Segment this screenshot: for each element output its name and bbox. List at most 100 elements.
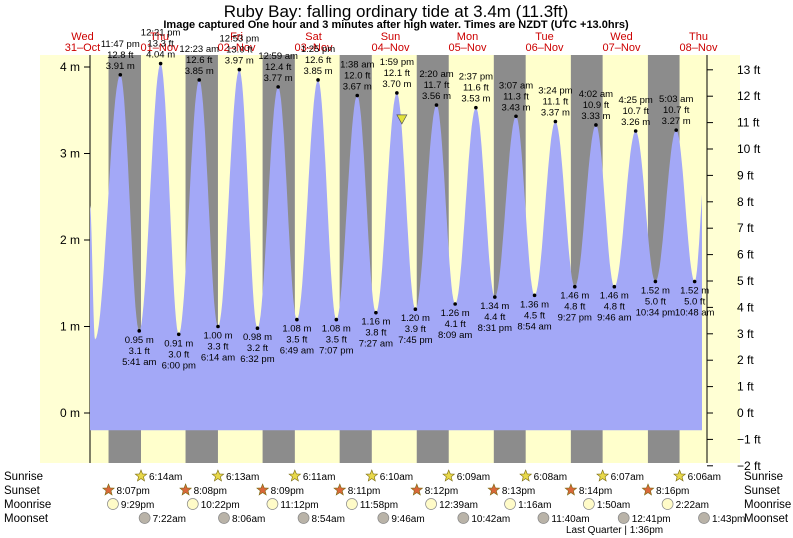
sunrise-time: 6:11am [303, 472, 336, 483]
sunset-icon [256, 483, 270, 496]
tide-ft: 4.5 ft [524, 310, 545, 321]
sunrise-time: 6:14am [149, 472, 182, 483]
tide-ft: 11.1 ft [543, 96, 569, 107]
tide-point [594, 123, 598, 127]
right-tick-label: −2 ft [737, 459, 761, 473]
tide-time: 12:23 am [179, 44, 219, 55]
tide-m: 3.33 m [581, 111, 610, 122]
tide-ft: 3.3 ft [207, 342, 228, 353]
tide-point [118, 72, 123, 77]
sunrise-label-left: Sunrise [4, 471, 43, 483]
tide-m: 1.08 m [322, 324, 351, 335]
chart-title: Ruby Bay: falling ordinary tide at 3.4m … [224, 2, 569, 21]
tide-point [176, 332, 181, 337]
tide-time: 6:32 pm [240, 354, 274, 365]
tide-time: 2:37 pm [459, 72, 493, 83]
tide-time: 7:45 pm [398, 335, 432, 346]
tide-ft: 11.3 ft [503, 91, 529, 102]
tide-time: 6:00 pm [162, 360, 196, 371]
tide-point [453, 302, 457, 306]
right-tick-label: 0 ft [737, 406, 754, 420]
tide-m: 3.77 m [264, 73, 293, 84]
tide-ft: 10.9 ft [583, 100, 610, 111]
tide-point [237, 67, 242, 72]
tide-ft: 10.7 ft [663, 105, 690, 116]
left-tick-label: 4 m [60, 60, 80, 74]
sunrise-icon [519, 469, 533, 482]
moonrise-icon [266, 498, 279, 510]
moonrise-time: 12:39am [439, 500, 478, 511]
tide-time: 5:41 am [122, 357, 156, 368]
moonset-time: 1:43pm [712, 514, 745, 525]
left-tick-label: 2 m [60, 233, 80, 247]
tide-m: 3.56 m [422, 91, 451, 102]
tide-time: 9:46 am [597, 313, 631, 324]
tide-m: 1.16 m [361, 317, 390, 328]
tide-m: 1.34 m [480, 301, 509, 312]
tide-ft: 3.5 ft [286, 335, 307, 346]
day-date: 31–Oct [65, 42, 100, 54]
tide-m: 3.37 m [541, 107, 570, 118]
tide-ft: 3.5 ft [326, 335, 347, 346]
moonrise-label-right: Moonrise [744, 499, 791, 511]
tide-point [316, 78, 320, 82]
right-tick-label: 7 ft [737, 221, 754, 235]
tide-ft: 13.0 ft [226, 45, 253, 56]
sunrise-time: 6:06am [688, 472, 721, 483]
moonset-time: 8:54am [312, 514, 345, 525]
day-name: Sat [305, 31, 322, 43]
water-area [90, 63, 702, 431]
day-labels: Wed31–OctThu01–NovFri02–NovSat03–NovSun0… [65, 31, 718, 54]
moonset-icon [698, 512, 710, 524]
tide-m: 3.27 m [662, 116, 691, 127]
sunset-time: 8:12pm [425, 486, 458, 497]
sunset-icon [410, 483, 424, 496]
tide-ft: 12.1 ft [384, 68, 411, 79]
tide-point [276, 85, 280, 89]
sunrise-icon [211, 469, 225, 482]
tide-point [514, 114, 518, 119]
tide-m: 3.26 m [621, 117, 650, 128]
tide-ft: 12.6 ft [305, 55, 332, 66]
tide-ft: 5.0 ft [645, 297, 666, 308]
tide-time: 3:24 pm [538, 85, 572, 96]
tide-m: 0.98 m [243, 332, 272, 343]
right-tick-label: −1 ft [737, 432, 761, 446]
tide-ft: 4.8 ft [604, 302, 625, 313]
moonset-time: 10:42am [471, 514, 510, 525]
right-tick-label: 3 ft [737, 327, 754, 341]
sunset-time: 8:13pm [502, 486, 535, 497]
tide-time: 12:53 pm [220, 34, 260, 45]
moonrise-time: 10:22pm [201, 500, 240, 511]
moonset-icon [617, 512, 630, 524]
right-axis-bg [707, 55, 740, 463]
tide-time: 8:54 am [517, 321, 551, 332]
tide-point [295, 317, 299, 322]
right-tick-label: 13 ft [737, 63, 761, 77]
sunset-label-left: Sunset [4, 485, 41, 497]
moonset-icon [457, 512, 470, 524]
sunset-time: 8:11pm [348, 486, 381, 497]
moonrise-icon [583, 498, 595, 510]
tide-time: 3:07 am [499, 80, 533, 91]
sunrise-icon [288, 469, 302, 482]
tide-m: 1.46 m [560, 291, 589, 302]
sunrise-time: 6:08am [534, 472, 567, 483]
day-date: 06–Nov [526, 42, 564, 54]
right-tick-label: 9 ft [737, 168, 754, 182]
sunrise-icon [596, 469, 610, 482]
tide-ft: 3.8 ft [365, 328, 386, 339]
tide-point [216, 324, 220, 329]
tide-point [553, 119, 558, 124]
sunrise-time: 6:07am [611, 472, 644, 483]
tide-point [255, 326, 260, 331]
right-tick-label: 5 ft [737, 274, 754, 288]
day-date: 08–Nov [680, 42, 718, 54]
sunset-icon [179, 483, 193, 496]
sunset-label-right: Sunset [744, 485, 781, 497]
sunrise-label-right: Sunrise [744, 471, 783, 483]
tide-time: 5:03 am [659, 94, 693, 105]
tide-ft: 11.7 ft [424, 80, 450, 91]
tide-m: 1.36 m [520, 299, 549, 310]
tide-ft: 3.1 ft [129, 346, 150, 357]
